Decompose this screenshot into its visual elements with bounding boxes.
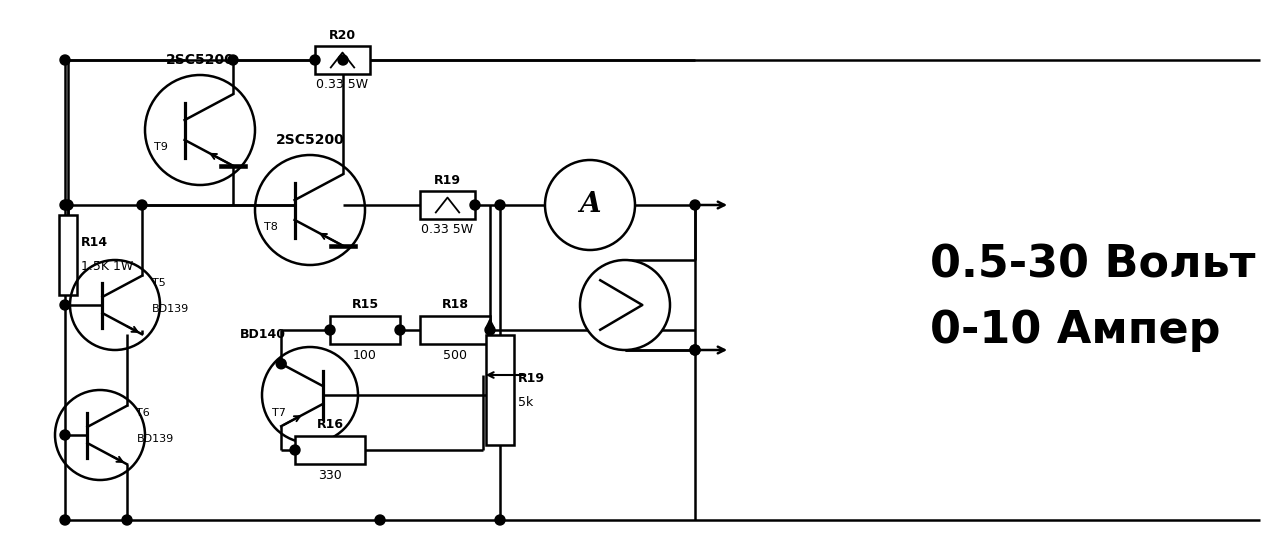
Text: 0-10 Ампер: 0-10 Ампер — [931, 309, 1221, 352]
Bar — [315, 46, 370, 74]
Text: 0.33 5W: 0.33 5W — [421, 223, 474, 236]
Circle shape — [291, 445, 300, 455]
Bar — [486, 335, 515, 445]
Text: T7: T7 — [273, 408, 285, 418]
Text: T6: T6 — [137, 407, 150, 417]
Circle shape — [60, 515, 70, 525]
Text: R19: R19 — [434, 174, 461, 187]
Text: R15: R15 — [352, 298, 379, 311]
Text: R20: R20 — [329, 29, 356, 42]
Bar — [59, 215, 77, 295]
Text: 0.5-30 Вольт: 0.5-30 Вольт — [931, 243, 1256, 286]
Bar — [420, 316, 490, 344]
Circle shape — [60, 300, 70, 310]
Text: T5: T5 — [151, 278, 165, 288]
Circle shape — [690, 200, 700, 210]
Circle shape — [325, 325, 335, 335]
Circle shape — [690, 345, 700, 355]
Circle shape — [63, 200, 73, 210]
Circle shape — [60, 430, 70, 440]
Circle shape — [580, 260, 669, 350]
Text: BD139: BD139 — [137, 434, 174, 444]
Bar — [420, 191, 475, 219]
Circle shape — [495, 200, 506, 210]
Text: 2SC5200: 2SC5200 — [275, 133, 344, 147]
Text: BD139: BD139 — [151, 305, 188, 315]
Text: BD140: BD140 — [241, 328, 285, 341]
Circle shape — [545, 160, 635, 250]
Circle shape — [375, 515, 385, 525]
Text: 0.33 5W: 0.33 5W — [316, 78, 369, 91]
Text: T8: T8 — [264, 221, 278, 231]
Text: 5k: 5k — [518, 395, 534, 408]
Text: R16: R16 — [316, 418, 343, 431]
Circle shape — [137, 200, 147, 210]
Text: 100: 100 — [353, 349, 376, 362]
Circle shape — [495, 515, 506, 525]
Text: A: A — [580, 192, 600, 219]
Circle shape — [338, 55, 348, 65]
Circle shape — [60, 55, 70, 65]
Text: T9: T9 — [154, 141, 168, 151]
Text: 500: 500 — [443, 349, 467, 362]
Circle shape — [228, 55, 238, 65]
Circle shape — [485, 325, 495, 335]
Text: 330: 330 — [319, 469, 342, 482]
Circle shape — [60, 200, 70, 210]
Text: R18: R18 — [442, 298, 468, 311]
Circle shape — [122, 515, 132, 525]
Circle shape — [470, 200, 480, 210]
Text: R14: R14 — [81, 236, 108, 250]
Circle shape — [690, 345, 700, 355]
Bar — [294, 436, 365, 464]
Circle shape — [396, 325, 404, 335]
Circle shape — [310, 55, 320, 65]
Text: R19: R19 — [518, 371, 545, 385]
Text: 1.5K 1W: 1.5K 1W — [81, 261, 133, 273]
Bar — [330, 316, 399, 344]
Text: 2SC5200: 2SC5200 — [165, 53, 234, 67]
Circle shape — [276, 359, 287, 369]
